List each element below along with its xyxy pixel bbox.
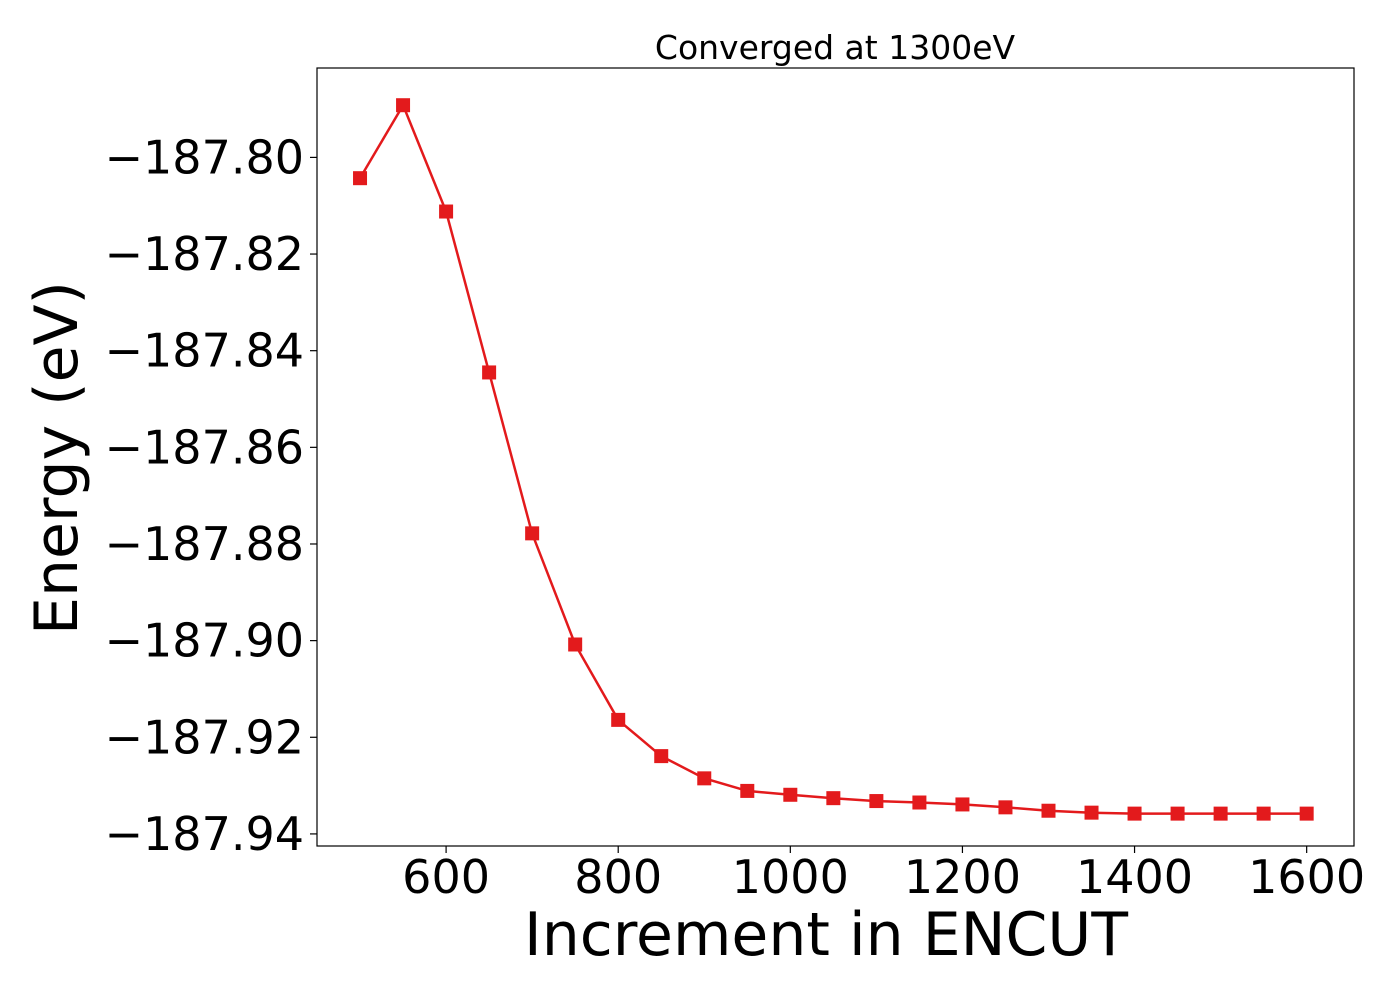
data-point	[568, 637, 583, 652]
y-tick-label: −187.80	[105, 130, 305, 184]
x-tick-label: 1200	[904, 850, 1021, 904]
data-point	[1299, 806, 1314, 821]
data-point	[482, 365, 497, 380]
data-point	[826, 791, 841, 806]
data-point	[439, 204, 454, 219]
data-point	[396, 98, 411, 113]
data-point	[611, 712, 626, 727]
data-point	[654, 749, 669, 764]
x-tick-label: 1600	[1248, 850, 1365, 904]
data-point	[353, 171, 368, 186]
data-point	[525, 526, 540, 541]
x-tick-label: 1000	[732, 850, 849, 904]
data-point	[697, 771, 712, 786]
x-axis-label: Increment in ENCUT	[524, 900, 1128, 970]
axes-frame	[316, 67, 1355, 847]
y-tick-label: −187.84	[105, 324, 305, 378]
data-point	[869, 794, 884, 809]
data-point	[955, 797, 970, 812]
data-point	[998, 800, 1013, 815]
chart-title: Converged at 1300eV	[655, 28, 1016, 67]
x-tick-label: 800	[574, 850, 662, 904]
data-point	[1213, 806, 1228, 821]
data-point	[1084, 805, 1099, 820]
y-tick-label: −187.88	[105, 517, 305, 571]
data-point	[1127, 806, 1142, 821]
plot-area	[353, 98, 1314, 821]
data-point	[783, 787, 798, 802]
y-tick-label: −187.94	[105, 807, 305, 861]
y-axis: −187.80 −187.82 −187.84 −187.86 −187.88 −187.…	[105, 130, 317, 861]
data-point	[912, 795, 927, 810]
y-tick-label: −187.92	[105, 710, 305, 764]
x-tick-label: 600	[402, 850, 490, 904]
data-point	[1041, 803, 1056, 818]
y-tick-label: −187.86	[105, 420, 305, 474]
x-tick-label: 1400	[1076, 850, 1193, 904]
y-tick-label: −187.82	[105, 227, 305, 281]
y-tick-label: −187.90	[105, 614, 305, 668]
y-axis-label: Energy (eV)	[22, 281, 92, 635]
x-axis: 600 800 1000 1200 1400 1600	[402, 846, 1365, 904]
data-point	[1256, 806, 1271, 821]
data-point	[1170, 806, 1185, 821]
data-point	[740, 783, 755, 798]
